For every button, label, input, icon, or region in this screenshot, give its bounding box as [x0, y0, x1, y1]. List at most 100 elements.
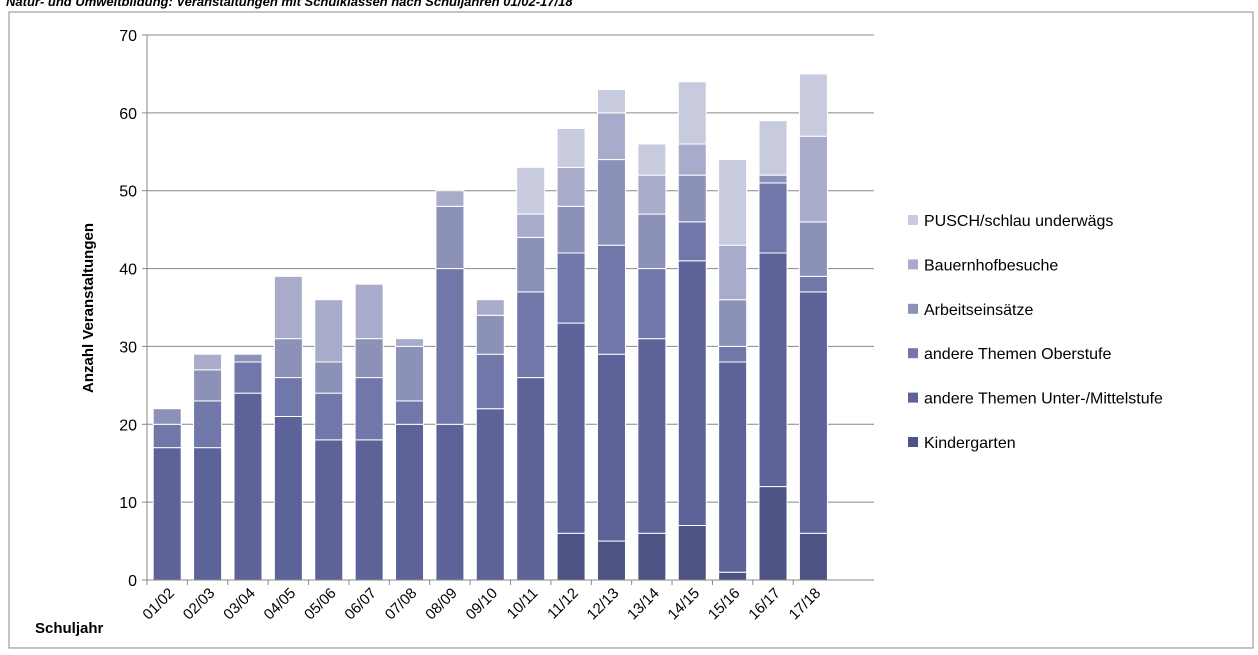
x-tick-label: 08/09 [422, 585, 461, 624]
bar-segment [596, 159, 626, 246]
x-tick-label: 06/07 [341, 585, 380, 624]
bar-segment [475, 299, 505, 316]
legend-label: Kindergarten [924, 435, 1016, 452]
bar-segment [233, 392, 263, 581]
bar-segment [718, 571, 748, 581]
x-tick-label: 04/05 [261, 585, 300, 624]
x-tick-label: 12/13 [584, 585, 623, 624]
bar-segment [556, 322, 586, 534]
bar-segment [556, 532, 586, 581]
bar-segment [718, 345, 748, 363]
y-tick-label: 70 [119, 28, 137, 45]
bar-segment [637, 268, 667, 340]
x-tick-label: 05/06 [301, 585, 340, 624]
bar-segment [516, 166, 546, 215]
bar-segment [758, 174, 788, 184]
y-tick-label: 0 [128, 573, 137, 590]
bar-segment [556, 127, 586, 168]
x-tick-label: 07/08 [382, 585, 421, 624]
bar-segment [798, 291, 828, 534]
y-tick-label: 30 [119, 339, 137, 356]
legend-swatch [908, 259, 918, 270]
legend-swatch [908, 437, 918, 447]
bar-segment [758, 486, 788, 581]
bar-segment [798, 73, 828, 137]
x-tick-label: 14/15 [665, 585, 704, 624]
bar-segment [596, 112, 626, 161]
bar-segment [677, 174, 707, 223]
y-tick-label: 10 [119, 495, 137, 512]
bar-segment [314, 392, 344, 441]
bar-segment [354, 377, 384, 441]
bar-segment [637, 174, 667, 215]
bar-segment [677, 260, 707, 526]
bar-segment [798, 135, 828, 223]
bar-segment [395, 345, 425, 402]
legend-label: Bauernhofbesuche [924, 257, 1058, 274]
bar-segment [273, 338, 303, 379]
bar-segment [637, 338, 667, 534]
bar-segment [435, 268, 465, 425]
bar-segment [475, 314, 505, 355]
y-tick-label: 50 [119, 184, 137, 201]
legend-label: PUSCH/schlau underwägs [924, 213, 1113, 230]
bar-segment [395, 400, 425, 425]
bar-segment [435, 205, 465, 270]
legend-swatch [908, 392, 918, 403]
bar-segment [233, 353, 263, 363]
chart-title: Natur- und Umweltbildung: Veranstaltunge… [6, 0, 573, 9]
y-axis-label: Anzahl Veranstaltungen [80, 223, 97, 393]
bar-segment [475, 353, 505, 410]
bar-segment [152, 447, 182, 581]
bar-segment [395, 423, 425, 581]
bar-segment [758, 252, 788, 488]
x-tick-label: 01/02 [139, 585, 178, 624]
bar-segment [556, 205, 586, 254]
bar-segment [677, 81, 707, 145]
bar-segment [152, 408, 182, 425]
bar-segment [718, 299, 748, 347]
x-tick-label: 10/11 [504, 585, 542, 623]
x-tick-label: 17/18 [786, 585, 825, 624]
bar-segment [435, 423, 465, 581]
bar-segment [193, 400, 223, 449]
bar-segment [314, 361, 344, 394]
y-tick-label: 60 [119, 106, 137, 123]
bar-segment [193, 447, 223, 581]
bar-segment [354, 283, 384, 340]
bar-segment [677, 221, 707, 262]
bar-segment [435, 190, 465, 207]
bar-segment [475, 408, 505, 581]
bar-segment [758, 120, 788, 176]
legend-label: Arbeitseinsätze [924, 302, 1033, 319]
legend-swatch [908, 348, 918, 359]
bar-segment [516, 377, 546, 581]
x-tick-label: 02/03 [180, 585, 219, 624]
bar-segment [596, 244, 626, 355]
bar-segment [798, 532, 828, 581]
legend-label: andere Themen Oberstufe [924, 346, 1111, 363]
bar-segment [152, 423, 182, 449]
legend-swatch [908, 303, 918, 314]
bar-segment [354, 338, 384, 379]
legend-swatch [908, 215, 918, 225]
bar-segment [193, 369, 223, 402]
x-tick-label: 15/16 [705, 585, 744, 624]
bar-segment [314, 439, 344, 581]
x-tick-label: 11/12 [544, 585, 582, 623]
bar-segment [273, 416, 303, 581]
bar-segment [556, 166, 586, 207]
x-axis-label: Schuljahr [35, 620, 104, 637]
bar-segment [637, 213, 667, 270]
legend-label: andere Themen Unter-/Mittelstufe [924, 391, 1163, 408]
bar-segment [596, 353, 626, 542]
bar-segment [516, 213, 546, 238]
bar-segment [758, 182, 788, 254]
y-tick-label: 20 [119, 417, 137, 434]
bar-segment [637, 143, 667, 176]
bar-segment [314, 299, 344, 363]
bar-segment [233, 361, 263, 394]
x-tick-label: 09/10 [463, 585, 502, 624]
bar-segment [677, 525, 707, 581]
